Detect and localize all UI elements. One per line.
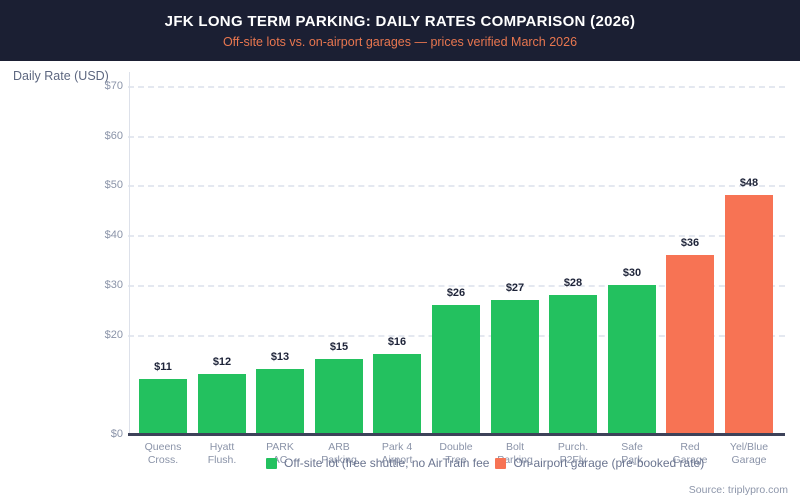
x-category-label: Bolt Parking [497, 441, 533, 466]
bar-value-label: $16 [387, 336, 407, 348]
legend: Off-site lot (free shuttle, no AirTrain … [266, 456, 704, 470]
bar [373, 354, 421, 434]
x-category-label: Double Tree [439, 441, 473, 466]
x-category-label: Hyatt Flush. [207, 441, 237, 466]
y-tick-label: $50 [104, 179, 123, 191]
bar [198, 374, 246, 434]
y-tick-label: $40 [104, 229, 123, 241]
bar [666, 255, 714, 434]
legend-item: Off-site lot (free shuttle, no AirTrain … [266, 456, 489, 470]
bar [256, 369, 304, 434]
bar-value-label: $11 [154, 361, 172, 373]
bar-value-label: $26 [446, 287, 466, 299]
bar-value-label: $12 [212, 356, 232, 368]
x-category-label: Queens Cross. [144, 441, 182, 466]
y-axis-line [129, 72, 130, 434]
y-tick-label: $30 [104, 279, 123, 291]
legend-item: On-airport garage (pre-booked rate) [495, 456, 704, 470]
chart-subtitle: Off-site lots vs. on-airport garages — p… [222, 34, 578, 49]
x-category-label: Yel/Blue Garage [729, 441, 769, 466]
bar [491, 300, 539, 434]
legend-swatch [266, 457, 277, 469]
bar [432, 305, 480, 434]
x-axis-line [128, 433, 785, 436]
bar-value-label: $48 [739, 177, 759, 189]
gridline [128, 86, 785, 88]
x-category-label: Safe Park [621, 441, 643, 466]
y-axis-label: Daily Rate (USD) [13, 69, 109, 83]
gridline [128, 285, 785, 287]
legend-swatch [495, 457, 507, 469]
y-tick-label: $20 [104, 329, 123, 341]
bar-value-label: $30 [622, 267, 642, 279]
x-category-label: Purch. P2Fly [557, 441, 589, 466]
gridline [128, 136, 785, 138]
gridline [128, 185, 785, 187]
chart-title: JFK LONG TERM PARKING: DAILY RATES COMPA… [164, 12, 636, 30]
y-tick-label: $70 [104, 80, 123, 92]
x-category-label: ARB Parking [321, 441, 357, 466]
bar [608, 285, 656, 434]
chart-header: JFK LONG TERM PARKING: DAILY RATES COMPA… [0, 0, 800, 61]
bar [725, 195, 773, 434]
bar-value-label: $13 [270, 351, 290, 363]
bar [549, 295, 597, 434]
bar-value-label: $36 [680, 237, 700, 249]
bar [315, 359, 363, 434]
gridline [128, 235, 785, 237]
bar-value-label: $27 [505, 282, 525, 294]
bar-value-label: $28 [563, 277, 583, 289]
x-category-label: Red Garage [672, 441, 708, 466]
y-tick-label: $60 [104, 130, 123, 142]
source-note: Source: triplypro.com [688, 484, 788, 496]
x-category-label: Park 4 Airport [381, 441, 413, 466]
legend-label: On-airport garage (pre-booked rate) [513, 456, 705, 470]
bar [139, 379, 187, 434]
y-tick-label: $0 [110, 428, 123, 440]
bar-value-label: $15 [329, 341, 349, 353]
legend-label: Off-site lot (free shuttle, no AirTrain … [284, 456, 490, 470]
